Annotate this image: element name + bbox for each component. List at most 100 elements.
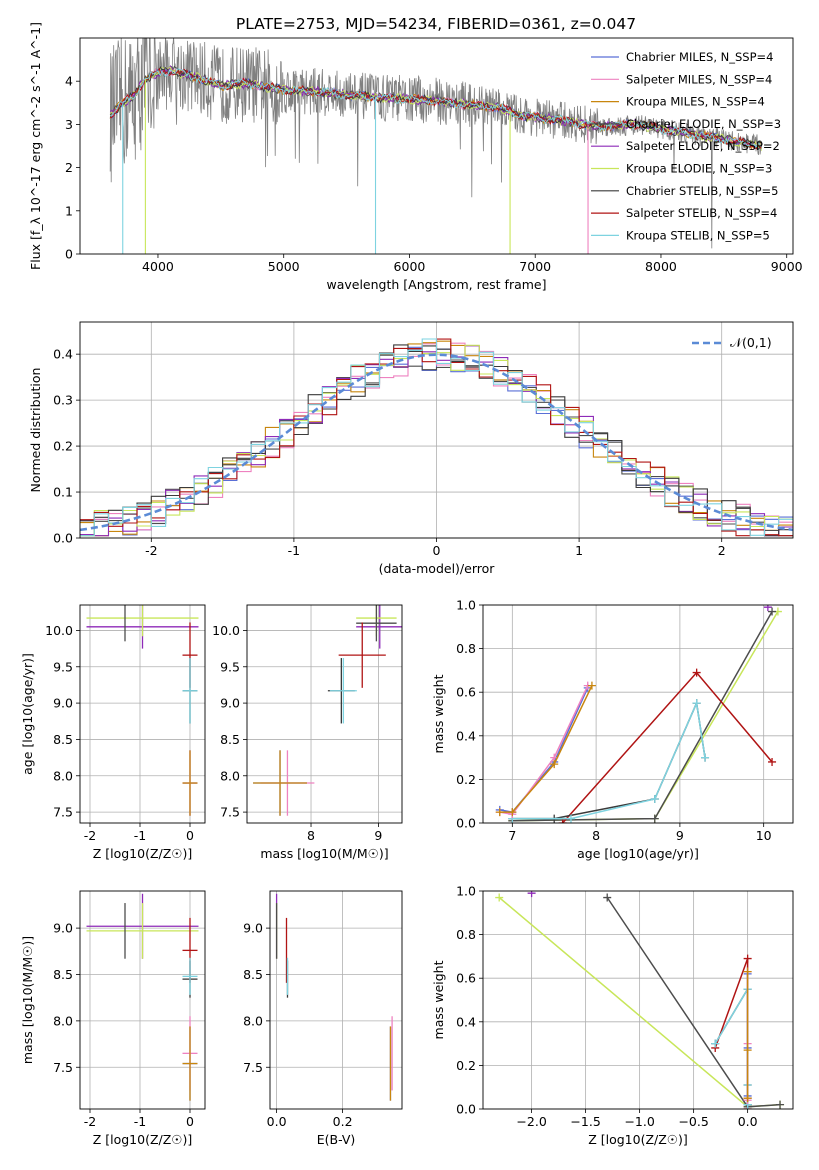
x-tick-label: 8000 (645, 259, 677, 274)
x-tick-label: -1 (288, 543, 300, 558)
y-tick-label: 8.5 (243, 967, 263, 982)
panel-age_vs_Z: -2 -1 0 7.5 8.0 8.5 9.0 9.5 10.0 Z [log10(Z/Z☉)] a… (20, 604, 206, 861)
x-axis-label: Z [log10(Z/Z☉)] (93, 846, 193, 861)
x-tick-label: -2 (145, 543, 157, 558)
y-tick-label: 7.5 (53, 1060, 73, 1075)
y-tick-label: 0.2 (53, 439, 73, 454)
y-tick-label: 1 (65, 203, 73, 218)
legend-entry: Salpeter STELIB, N_SSP=4 (626, 206, 777, 220)
legend: Chabrier MILES, N_SSP=4 Salpeter MILES, N… (591, 50, 781, 242)
y-tick-label: 0.2 (456, 1058, 476, 1073)
legend-entry: Kroupa MILES, N_SSP=4 (626, 95, 765, 109)
x-tick-label: -2 (84, 1114, 96, 1129)
residual-histogram-step (80, 338, 793, 537)
x-axis-label: (data-model)/error (379, 561, 496, 576)
mass-weight-marker (743, 1046, 752, 1055)
y-tick-label: 2 (65, 160, 73, 175)
x-tick-label: 9000 (771, 259, 803, 274)
mass-weight-marker (650, 795, 659, 804)
y-axis-label: Normed distribution (28, 368, 43, 493)
legend-entry: 𝒩(0,1) (730, 335, 772, 350)
y-tick-label: 8.5 (53, 732, 73, 747)
legend-entry: Salpeter ELODIE, N_SSP=2 (626, 139, 780, 153)
mass-weight-marker (768, 607, 777, 616)
y-tick-label: 9.0 (53, 696, 73, 711)
y-tick-label: 8.5 (53, 967, 73, 982)
x-tick-label: −2.0 (516, 1114, 546, 1129)
x-axis-label: Z [log10(Z/Z☉)] (588, 1132, 688, 1147)
x-tick-label: 7000 (519, 259, 551, 274)
x-tick-label: 8 (307, 828, 315, 843)
legend-entry: Chabrier ELODIE, N_SSP=3 (626, 117, 781, 131)
plot-area (253, 605, 402, 816)
x-tick-label: 0.2 (333, 1114, 353, 1129)
y-tick-label: 0.0 (456, 816, 476, 831)
x-tick-label: 0.0 (267, 1114, 287, 1129)
mass-weight-marker (776, 1100, 785, 1109)
x-tick-label: 9 (374, 828, 382, 843)
chart-panels: 4000 5000 6000 7000 8000 900001234wavelength … (20, 22, 803, 1147)
y-tick-label: 0.8 (456, 927, 476, 942)
y-tick-label: 9.0 (243, 921, 263, 936)
plot-area (80, 338, 793, 537)
mass-weight-marker (650, 814, 659, 823)
axes-frame (482, 604, 794, 824)
mass-weight-marker (743, 967, 752, 976)
y-tick-label: 0.4 (456, 1014, 476, 1029)
mass-weight-line (499, 685, 589, 816)
x-tick-label: 0 (186, 1114, 194, 1129)
normal-curve (80, 353, 793, 532)
y-tick-label: 8.0 (243, 1013, 263, 1028)
plot-area (275, 893, 393, 1101)
y-axis-label: mass [log10(M/M☉)] (20, 936, 35, 1064)
plot-area (495, 605, 782, 823)
x-tick-label: 2 (718, 543, 726, 558)
y-tick-label: 10.0 (212, 623, 240, 638)
y-tick-label: 1.0 (456, 598, 476, 613)
axes-frame (482, 890, 794, 1110)
x-axis-label: Z [log10(Z/Z☉)] (93, 1132, 193, 1147)
x-axis-label: age [log10(age/yr)] (577, 846, 699, 861)
y-axis-label: mass weight (431, 674, 446, 753)
x-tick-label: 9 (676, 828, 684, 843)
mass-weight-marker (763, 605, 772, 612)
y-tick-label: 7.5 (53, 805, 73, 820)
y-tick-label: 0.8 (456, 641, 476, 656)
y-tick-label: 0.4 (456, 728, 476, 743)
mass-weight-line (499, 685, 593, 813)
x-tick-label: 6000 (394, 259, 426, 274)
x-tick-label: 7 (508, 828, 516, 843)
axes-frame (79, 321, 794, 539)
x-tick-label: 0 (186, 828, 194, 843)
x-tick-label: 1 (575, 543, 583, 558)
model-spectrum-line (110, 67, 762, 148)
x-tick-label: -1 (134, 828, 146, 843)
mass-weight-marker (743, 954, 752, 963)
x-tick-label: 0 (433, 543, 441, 558)
mass-weight-marker (603, 893, 612, 902)
plot-area (109, 38, 763, 254)
panel-weight_vs_Z: −2.0 −1.5 −1.0 −0.5 0.0 0.0 0.2 0.4 0.6 0.8 1.0 Z [… (431, 884, 794, 1147)
x-tick-label: -2 (84, 828, 96, 843)
panel-mass_vs_Z: -2 -1 0 7.5 8.0 8.5 9.0 Z [log10(Z/Z☉)] mass [lo… (20, 890, 206, 1147)
legend-entry: Kroupa STELIB, N_SSP=5 (626, 228, 770, 242)
axes-frame (79, 604, 206, 824)
y-axis-label: Flux [f_λ 10^-17 erg cm^-2 s^-1 A^-1] (28, 22, 43, 270)
x-tick-label: 5000 (268, 259, 300, 274)
mass-weight-marker (527, 891, 536, 898)
y-tick-label: 4 (65, 74, 73, 89)
y-tick-label: 8.5 (220, 732, 240, 747)
y-axis-label: age [log10(age/yr)] (20, 653, 35, 775)
plot-area (86, 893, 199, 1101)
panel-residuals: -2 -1 0 1 2 0.0 0.1 0.2 0.3 0.4 (data-model)/error… (28, 321, 794, 576)
panel-age_vs_mass: 8 9 7.5 8.0 8.5 9.0 9.5 10.0 mass [log10(M/M☉)] (212, 604, 403, 861)
mass-weight-marker (587, 681, 596, 690)
x-tick-label: 10 (756, 828, 772, 843)
legend-entry: Chabrier STELIB, N_SSP=5 (626, 184, 778, 198)
x-tick-label: 0.0 (738, 1114, 758, 1129)
legend-entry: Salpeter MILES, N_SSP=4 (626, 72, 772, 86)
x-axis-label: mass [log10(M/M☉)] (260, 846, 388, 861)
y-axis-label: mass weight (431, 960, 446, 1039)
